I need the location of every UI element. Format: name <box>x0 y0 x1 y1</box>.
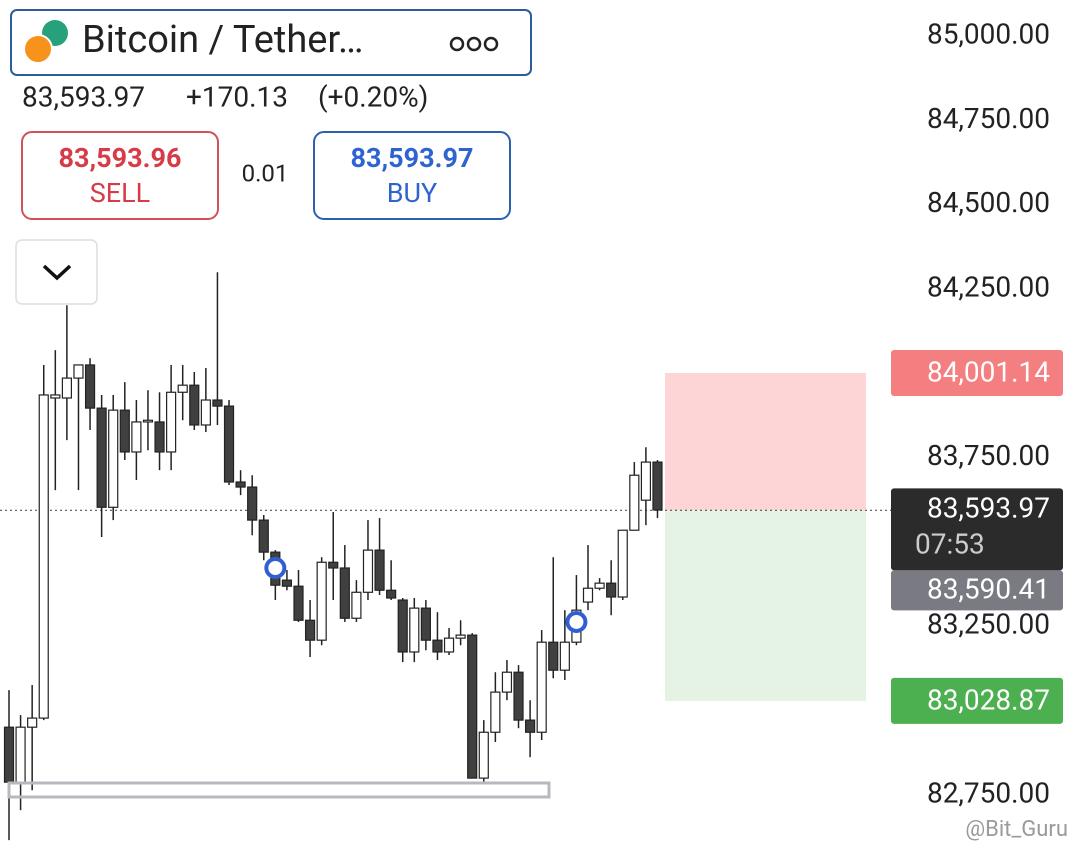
candle-body <box>328 561 339 569</box>
sell-label: SELL <box>90 177 150 209</box>
candle-body <box>652 461 663 511</box>
candle-body <box>3 726 15 783</box>
candle-body <box>84 364 96 409</box>
trade-marker <box>264 556 287 579</box>
candle-body <box>362 549 374 593</box>
last-price-box <box>891 488 1063 571</box>
plot: 85,000.00 84,750.00 84,500.00 84,250.00 83,7… <box>0 17 1050 841</box>
buy-label: BUY <box>387 177 438 209</box>
candle-body <box>513 671 524 721</box>
trade-marker <box>565 610 588 633</box>
candle-body <box>108 409 119 508</box>
candle-body <box>247 486 258 521</box>
candle-body <box>640 461 652 501</box>
candle-body <box>61 377 73 399</box>
buy-button[interactable] <box>313 131 511 220</box>
price: 83,593.97 <box>22 80 145 113</box>
level-box <box>891 570 1063 611</box>
chevron-icon <box>42 264 72 281</box>
candle-body <box>189 384 200 426</box>
candle-body <box>478 731 489 779</box>
symbol-title: Bitcoin / Tether… <box>82 18 363 62</box>
candle-body <box>548 641 559 671</box>
candle-body <box>304 619 316 641</box>
candle-body <box>50 394 61 399</box>
support-zone <box>7 781 551 799</box>
more-icon[interactable] <box>449 36 499 52</box>
countdown: 07:53 <box>915 528 985 561</box>
candle-body <box>559 641 570 671</box>
candle-body <box>467 634 478 779</box>
buy-price: 83,593.97 <box>351 142 474 174</box>
level-label: 83,590.41 <box>927 573 1050 606</box>
spread: 0.01 <box>242 159 289 187</box>
collapse-button[interactable] <box>15 239 98 305</box>
position-zone <box>665 510 866 701</box>
level-label: 84,001.14 <box>927 355 1050 388</box>
candle-body <box>455 634 466 639</box>
candle-body <box>617 529 628 598</box>
candle-body <box>524 719 536 733</box>
candle-body <box>212 399 223 407</box>
bitcoin-icon <box>23 34 53 64</box>
candle-body <box>386 589 397 599</box>
candle-body <box>200 399 211 426</box>
position-zone <box>665 372 866 511</box>
candle-body <box>131 421 142 453</box>
candle-body <box>606 582 617 598</box>
candle-body <box>316 561 327 641</box>
change-pct: (+0.20%) <box>318 80 428 113</box>
y-tick-label: 84,500.00 <box>927 186 1050 219</box>
candle-body <box>73 364 84 379</box>
candle-body <box>119 409 130 453</box>
candle-body <box>397 599 408 653</box>
y-tick-label: 83,750.00 <box>927 439 1050 472</box>
change: +170.13 <box>186 80 288 113</box>
candle-body <box>629 474 640 531</box>
candle-body <box>27 717 38 728</box>
y-tick-label: 82,750.00 <box>927 776 1050 809</box>
y-tick-label: 83,250.00 <box>927 608 1050 641</box>
candle-body <box>594 582 605 589</box>
watermark: @Bit_Guru <box>965 817 1068 842</box>
candle-body <box>536 641 547 733</box>
y-tick-label: 84,250.00 <box>927 270 1050 303</box>
candle-body <box>409 607 420 653</box>
sell-price: 83,593.96 <box>59 142 182 174</box>
sell-button[interactable] <box>21 131 219 220</box>
candle-body <box>490 691 501 733</box>
level-label: 83,028.87 <box>927 683 1050 716</box>
candle-body <box>96 407 107 508</box>
candle-body <box>258 519 269 553</box>
candle-body <box>281 579 293 587</box>
candle-body <box>223 405 235 483</box>
candle-body <box>177 384 188 393</box>
candle-body <box>154 421 165 453</box>
candle-body <box>166 391 177 453</box>
y-tick-label: 85,000.00 <box>927 17 1050 50</box>
level-box <box>891 349 1063 396</box>
candle-body <box>339 567 350 619</box>
candle-body <box>38 394 49 719</box>
level-box <box>891 677 1063 724</box>
candle-body <box>432 639 443 653</box>
candle-body <box>235 481 246 488</box>
last-price-label: 83,593.97 <box>927 492 1050 525</box>
candle-body <box>15 726 26 783</box>
candle-body <box>501 671 513 693</box>
candle-body <box>142 419 154 423</box>
candle-body <box>582 587 594 603</box>
candle-body <box>443 637 455 653</box>
candle-body <box>293 585 304 621</box>
symbol-box[interactable] <box>10 9 532 76</box>
candle-body <box>374 549 385 591</box>
y-tick-label: 84,750.00 <box>927 102 1050 135</box>
candle-body <box>351 591 362 619</box>
candle-body <box>420 607 431 641</box>
